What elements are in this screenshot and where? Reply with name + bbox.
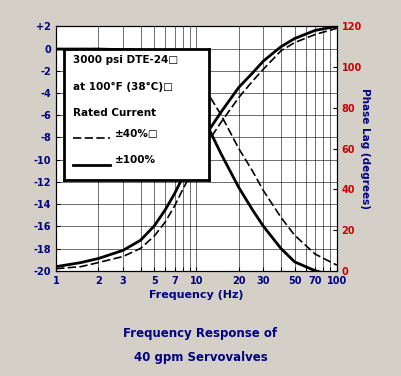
Text: ±40%□: ±40%□ (115, 129, 158, 139)
Y-axis label: Phase Lag (degrees): Phase Lag (degrees) (360, 88, 370, 209)
X-axis label: Frequency (Hz): Frequency (Hz) (149, 290, 244, 300)
Text: at 100°F (38°C)□: at 100°F (38°C)□ (73, 82, 173, 92)
Text: 40 gpm Servovalves: 40 gpm Servovalves (134, 351, 267, 364)
Text: Rated Current: Rated Current (73, 108, 156, 118)
Text: ±100%: ±100% (115, 156, 156, 165)
Text: Frequency Response of: Frequency Response of (124, 326, 277, 340)
Text: 3000 psi DTE-24□: 3000 psi DTE-24□ (73, 56, 178, 65)
